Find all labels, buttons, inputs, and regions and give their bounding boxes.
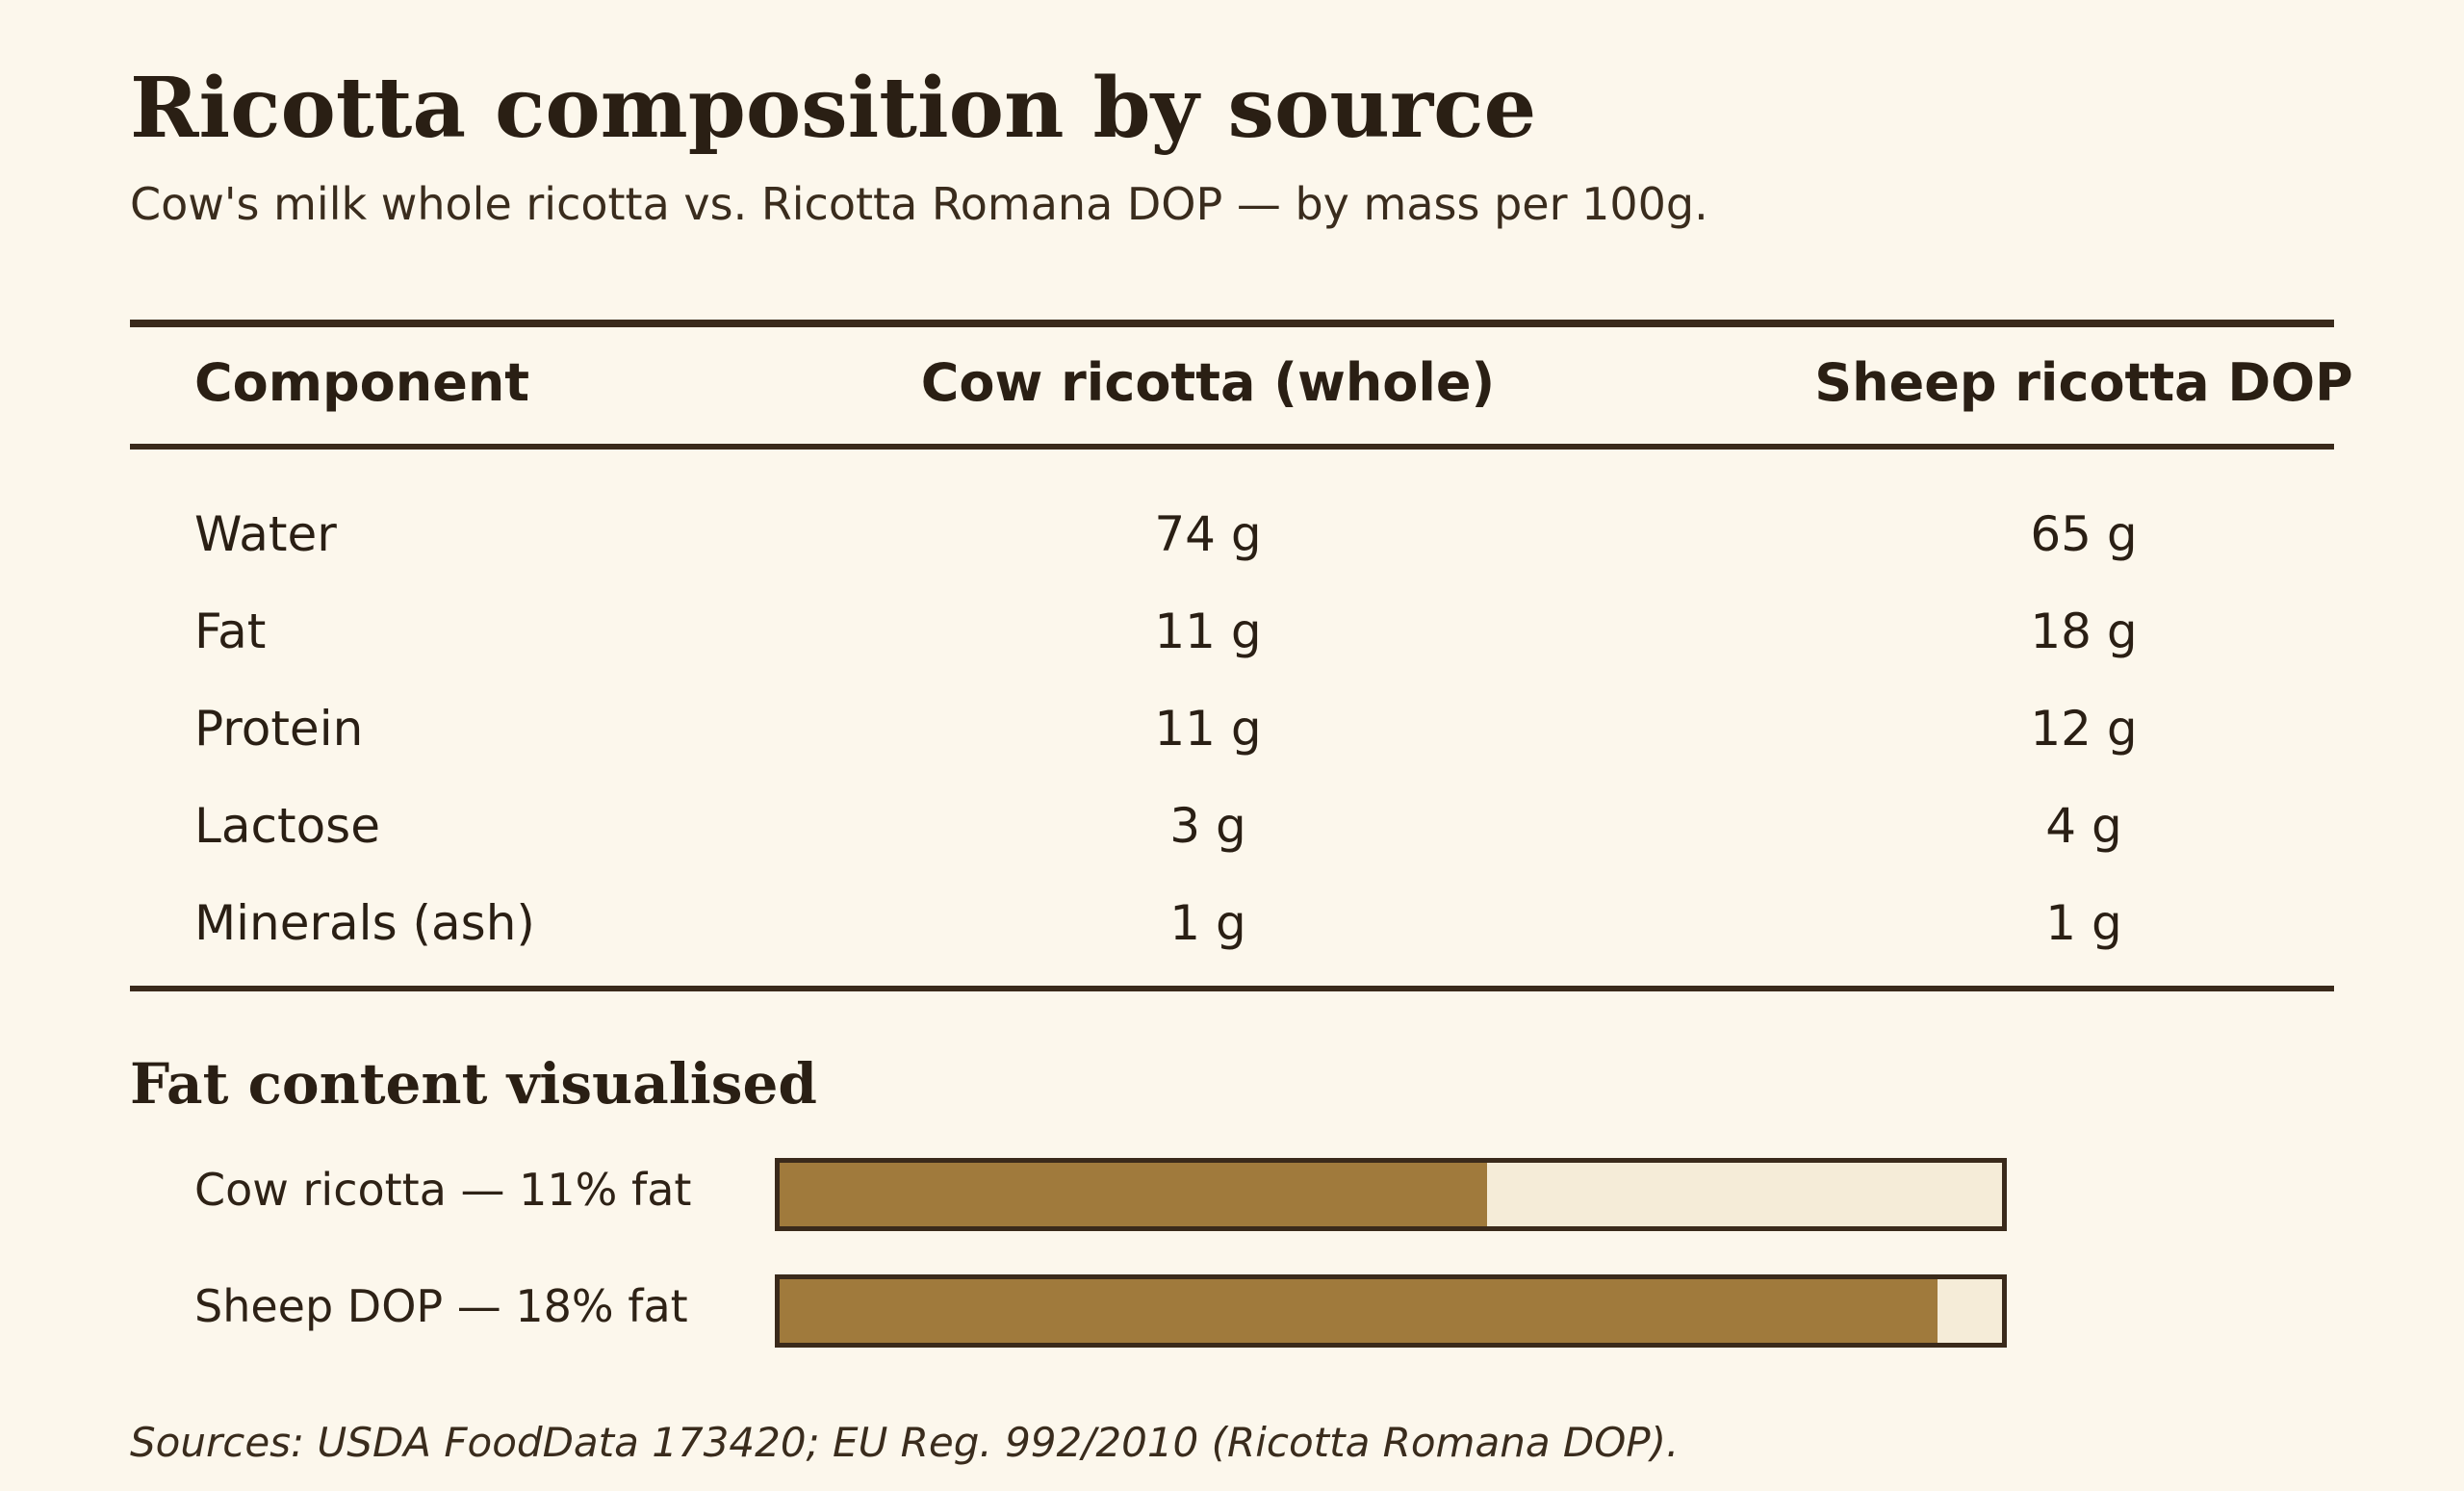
row-sheep-water: 65 g: [2030, 506, 2138, 562]
row-label-fat: Fat: [194, 604, 267, 659]
fat-section-title: Fat content visualised: [130, 1051, 817, 1117]
row-cow-fat: 11 g: [1154, 604, 1262, 659]
row-sheep-lactose: 4 g: [2045, 798, 2122, 854]
sources-note: Sources: USDA FoodData 173420; EU Reg. 9…: [130, 1419, 1680, 1466]
cow-fat-bar-label: Cow ricotta — 11% fat: [194, 1164, 692, 1216]
header-cow-ricotta: Cow ricotta (whole): [920, 352, 1496, 413]
row-sheep-protein: 12 g: [2030, 701, 2138, 757]
sheep-fat-bar-label: Sheep DOP — 18% fat: [194, 1280, 688, 1332]
row-cow-lactose: 3 g: [1169, 798, 1246, 854]
row-label-protein: Protein: [194, 701, 364, 757]
row-sheep-fat: 18 g: [2030, 604, 2138, 659]
table-top-rule: [130, 320, 2334, 327]
row-label-water: Water: [194, 506, 337, 562]
table-bottom-rule: [130, 986, 2334, 991]
cow-fat-bar-track: [775, 1158, 2007, 1231]
row-label-minerals: Minerals (ash): [194, 895, 535, 951]
row-label-lactose: Lactose: [194, 798, 380, 854]
row-cow-minerals: 1 g: [1169, 895, 1246, 951]
row-cow-protein: 11 g: [1154, 701, 1262, 757]
row-sheep-minerals: 1 g: [2045, 895, 2122, 951]
row-cow-water: 74 g: [1154, 506, 1262, 562]
header-sheep-ricotta: Sheep ricotta DOP: [1814, 352, 2353, 413]
sheep-fat-bar-fill: [780, 1279, 1938, 1343]
page-subtitle: Cow's milk whole ricotta vs. Ricotta Rom…: [130, 178, 1708, 230]
page-title: Ricotta composition by source: [130, 60, 1537, 157]
sheep-fat-bar-track: [775, 1274, 2007, 1348]
header-component: Component: [194, 352, 530, 413]
cow-fat-bar-fill: [780, 1163, 1488, 1226]
table-header-rule: [130, 444, 2334, 450]
